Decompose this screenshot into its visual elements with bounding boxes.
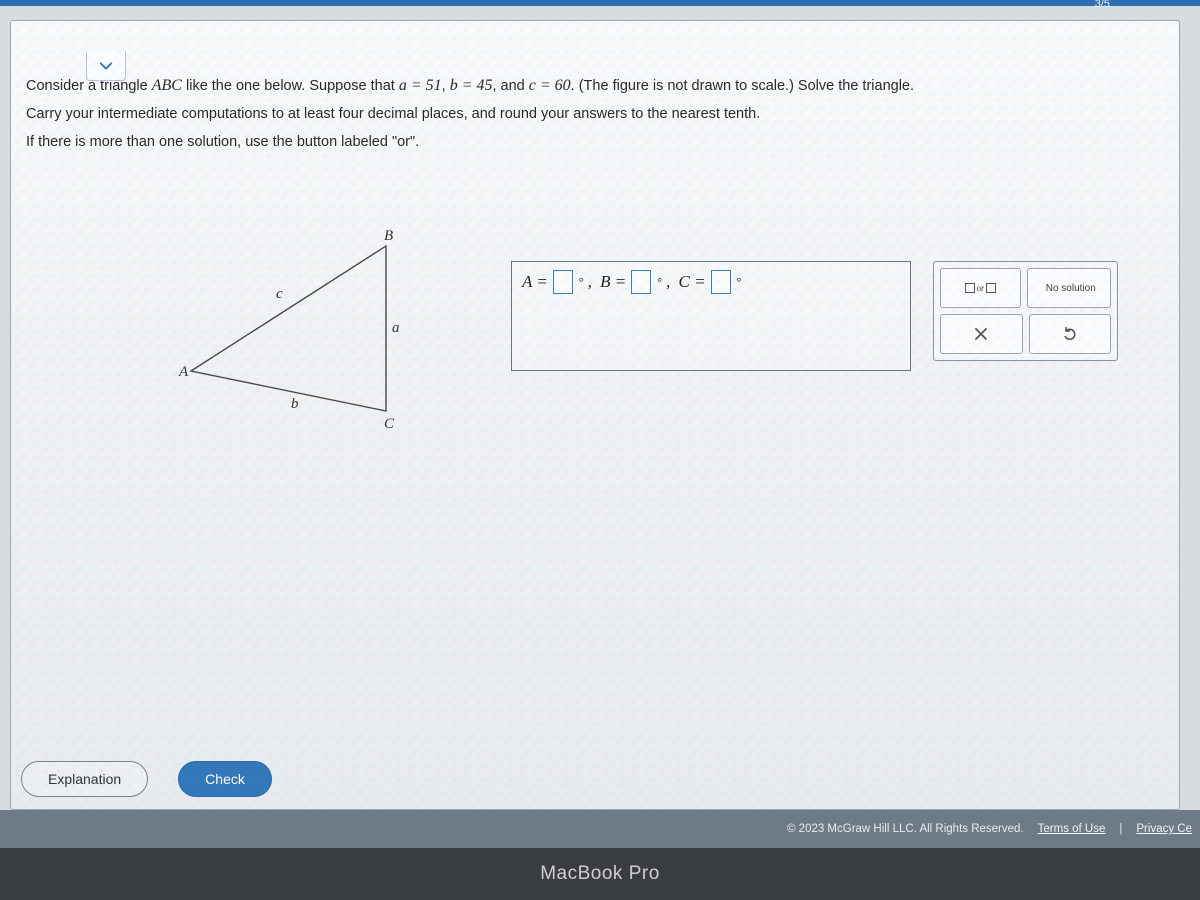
answer-entry-box: A = °, B = °, C = ° [511,261,911,371]
privacy-link[interactable]: Privacy Ce [1136,823,1192,835]
degree-symbol: ° [657,275,662,290]
angle-A-input[interactable] [553,270,573,294]
close-icon [973,326,989,342]
undo-button[interactable] [1029,314,1112,354]
instruction-or: If there is more than one solution, use … [26,129,1164,157]
explanation-button[interactable]: Explanation [21,761,148,797]
angle-C-input[interactable] [711,270,731,294]
angle-B-input[interactable] [631,270,651,294]
check-button[interactable]: Check [178,761,272,797]
objective-dropdown-toggle[interactable] [86,51,126,81]
vertex-A-label: A [178,364,189,380]
vertex-B-label: B [384,228,393,244]
answer-tools-panel: or No solution [933,261,1118,361]
terms-link[interactable]: Terms of Use [1038,823,1106,835]
triangle-shape [191,246,386,411]
progress-counter: 3/5 [1095,0,1110,10]
copyright-text: © 2023 McGraw Hill LLC. All Rights Reser… [787,823,1024,835]
footer-separator: | [1119,823,1122,835]
side-c-label: c [276,286,283,302]
degree-symbol: ° [737,275,742,290]
problem-panel: Consider a triangle ABC like the one bel… [10,20,1180,810]
instruction-precision: Carry your intermediate computations to … [26,101,1164,129]
or-button[interactable]: or [940,268,1021,308]
no-solution-button[interactable]: No solution [1027,268,1112,308]
vertex-C-label: C [384,416,395,432]
given-b: b = 45 [450,77,493,94]
text: . (The figure is not drawn to scale.) So… [571,78,914,94]
footer-bar: © 2023 McGraw Hill LLC. All Rights Reser… [0,810,1200,848]
given-c: c = 60 [529,77,571,94]
triangle-figure: A B C a b c [181,236,411,436]
side-a-label: a [392,320,400,336]
undo-icon [1062,326,1078,342]
triangle-name: ABC [152,77,182,94]
laptop-bezel: MacBook Pro [0,848,1200,900]
degree-symbol: ° [579,275,584,290]
chevron-down-icon [99,59,113,73]
lesson-header-bar: 3/5 [0,0,1200,6]
no-solution-label: No solution [1046,283,1096,294]
angle-C-label: C = [679,272,706,292]
text: like the one below. Suppose that [182,78,399,94]
clear-button[interactable] [940,314,1023,354]
angle-B-label: B = [600,272,626,292]
problem-statement: Consider a triangle ABC like the one bel… [26,71,1164,156]
angle-A-label: A = [522,272,548,292]
action-buttons: Explanation Check [21,761,272,797]
given-a: a = 51 [399,77,442,94]
side-b-label: b [291,396,299,412]
device-label: MacBook Pro [540,863,660,885]
